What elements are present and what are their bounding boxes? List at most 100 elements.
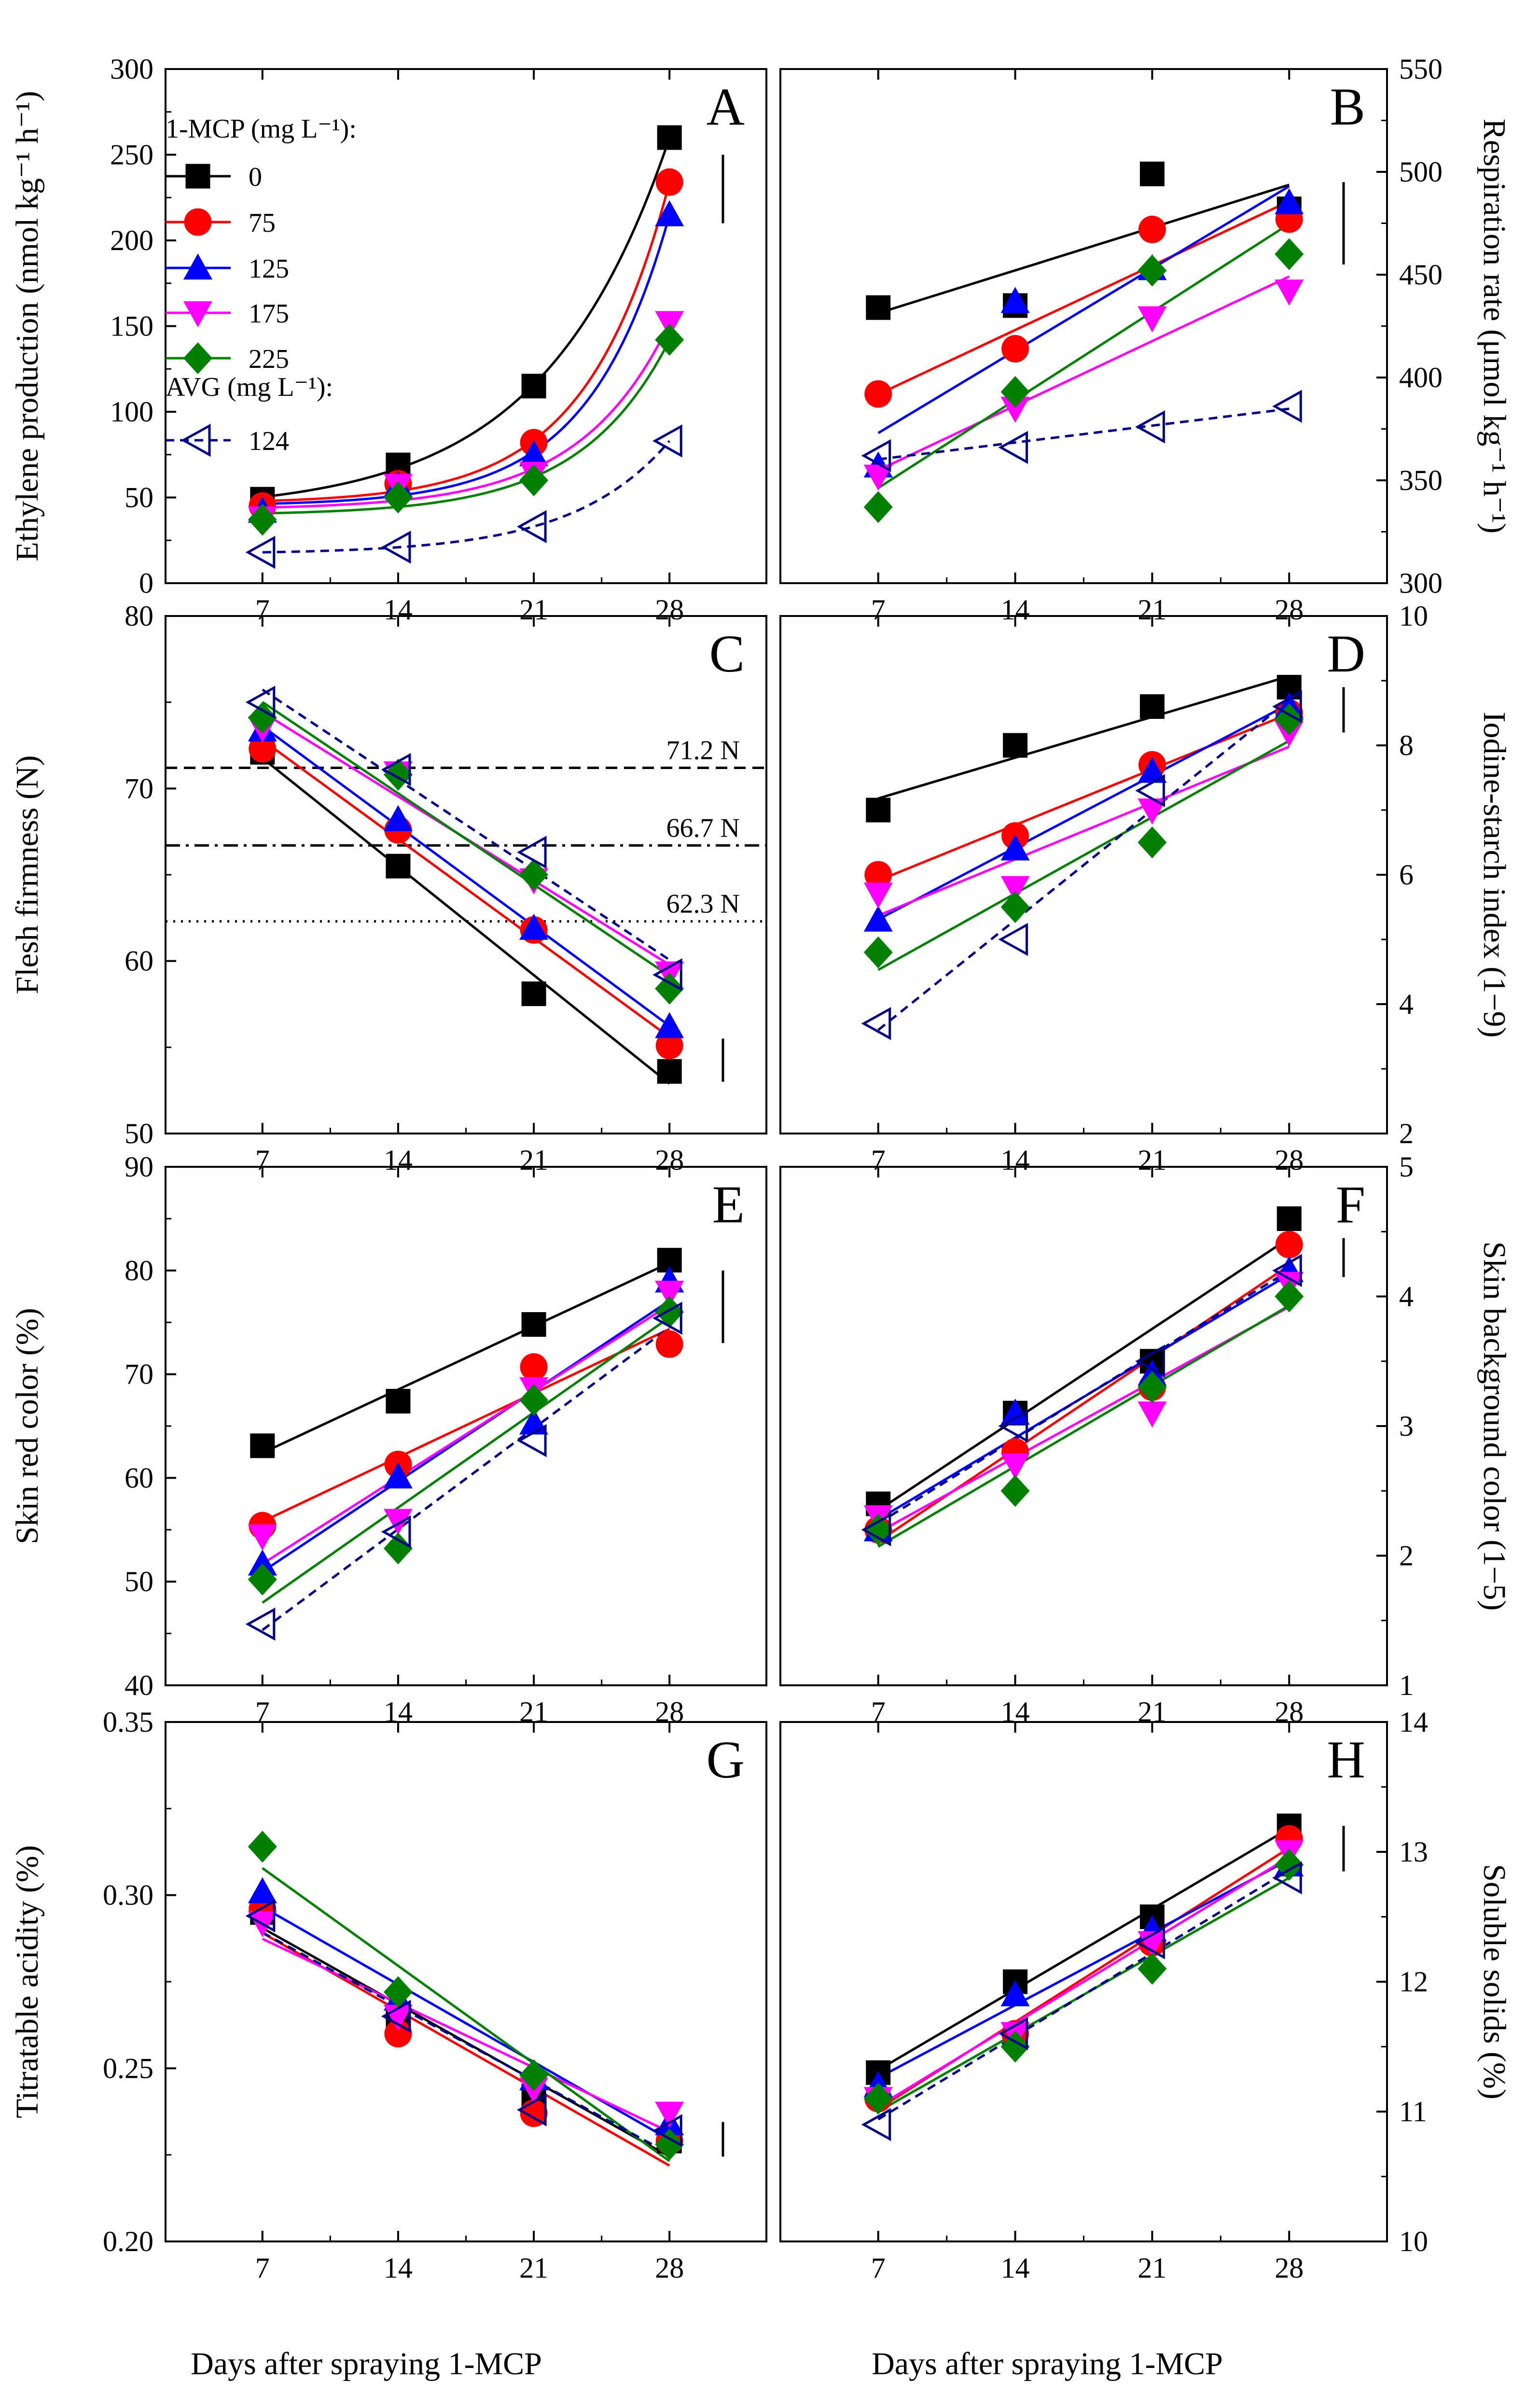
fit-line-mcp175: [262, 322, 671, 509]
y-tick-label: 8: [1399, 729, 1414, 761]
fit-line-mcp0: [877, 183, 1290, 315]
data-point-mcp75: [1275, 1231, 1303, 1259]
fit-line-mcp175: [262, 1303, 670, 1565]
fit-line-mcp225: [262, 1867, 670, 2162]
x-tick-label: 7: [871, 2252, 886, 2284]
fit-line-mcp175: [877, 1856, 1290, 2108]
data-point-avg124: [861, 439, 891, 473]
data-point-mcp175: [655, 1280, 684, 1307]
legend-label-mcp175: 175: [249, 299, 289, 329]
data-point-mcp225: [1138, 254, 1167, 287]
data-point-mcp125: [248, 1549, 277, 1576]
panel-letter: A: [707, 77, 745, 136]
y-axis-label: Soluble solids (%): [1477, 1864, 1512, 2100]
legend: 1-MCP (mg L⁻¹): AVG (mg L⁻¹): 0 75 125 175 2…: [166, 114, 357, 457]
data-point-mcp225: [1000, 1475, 1030, 1507]
fit-line-mcp125: [877, 1273, 1290, 1521]
data-point-mcp225: [655, 972, 684, 1005]
y-tick-label: 0.30: [103, 1879, 153, 1911]
y-axis-label: Iodine-starch index (1−9): [1477, 712, 1512, 1038]
y-tick-label: 300: [110, 53, 153, 85]
fit-line-mcp225: [877, 1304, 1290, 1548]
y-tick-label: 50: [125, 1566, 153, 1597]
data-point-mcp225: [519, 2059, 549, 2091]
data-point-mcp225: [1138, 826, 1167, 858]
data-point-mcp225: [519, 464, 549, 496]
data-point-mcp225: [248, 701, 277, 734]
legend-marker-mcp225: [183, 342, 212, 374]
data-point-mcp75: [655, 168, 683, 196]
panel-letter: E: [712, 1175, 745, 1234]
data-point-mcp225: [655, 2128, 684, 2161]
data-point-mcp175: [1000, 876, 1030, 902]
data-point-mcp75: [864, 861, 892, 889]
x-tick-label: 28: [1275, 2252, 1304, 2284]
data-point-mcp0: [1139, 694, 1165, 719]
x-tick-label: 7: [255, 2252, 270, 2284]
reference-line-label: 62.3 N: [666, 889, 740, 919]
y-tick-label: 60: [125, 1462, 153, 1494]
fit-line-mcp125: [262, 725, 670, 1027]
y-tick-label: 4: [1399, 988, 1414, 1020]
fit-line-mcp0: [262, 137, 671, 498]
x-tick-label: 14: [384, 2252, 413, 2284]
y-axis-label: Respiration rate (μmol kg⁻¹ h⁻¹): [1477, 119, 1512, 533]
data-point-avg124: [245, 535, 276, 569]
data-point-avg124: [1135, 774, 1165, 808]
data-point-mcp0: [521, 1312, 546, 1337]
y-tick-label: 350: [1399, 464, 1443, 496]
panel-H: 7 14 21 28 10 11 12 13 14 Soluble solids (%) H: [779, 1706, 1512, 2284]
data-point-mcp175: [1138, 1401, 1167, 1428]
data-point-mcp225: [383, 1532, 413, 1565]
fit-line-mcp0: [877, 1827, 1290, 2072]
data-point-mcp125: [1275, 188, 1304, 214]
data-point-mcp0: [1139, 161, 1165, 186]
data-point-avg124: [1272, 1861, 1302, 1895]
data-point-mcp75: [655, 1330, 683, 1358]
legend-label-mcp125: 125: [249, 254, 289, 284]
y-tick-label: 4: [1399, 1281, 1414, 1313]
data-point-avg124: [861, 1513, 891, 1547]
data-point-mcp125: [383, 805, 413, 831]
y-tick-label: 100: [110, 396, 153, 428]
reference-line-label: 71.2 N: [666, 735, 740, 765]
data-point-mcp75: [249, 735, 277, 763]
data-point-avg124: [1135, 1344, 1165, 1378]
panel-letter: D: [1327, 624, 1365, 683]
data-point-avg124: [1135, 1926, 1165, 1960]
data-point-avg124: [245, 686, 276, 719]
panel-G: 7 14 21 28 0.20 0.25 0.30 0.35 Titratable acidit…: [10, 1706, 767, 2284]
fit-line-mcp125: [262, 1300, 670, 1573]
x-tick-label: 21: [519, 2252, 548, 2284]
data-point-avg124: [516, 510, 547, 544]
reference-line-label: 66.7 N: [666, 813, 740, 843]
x-axis-label-right: Days after spraying 1-MCP: [872, 2346, 1223, 2381]
panel-letter: C: [709, 624, 745, 683]
data-point-mcp125: [655, 200, 684, 226]
y-tick-label: 5: [1399, 1151, 1414, 1183]
data-point-avg124: [381, 531, 411, 564]
data-point-mcp0: [1276, 1206, 1302, 1231]
y-tick-label: 11: [1399, 2096, 1427, 2128]
data-point-mcp0: [250, 1433, 275, 1458]
fit-line-mcp0: [262, 757, 670, 1085]
y-tick-label: 50: [125, 482, 153, 514]
y-tick-label: 80: [125, 1255, 153, 1287]
data-point-mcp175: [1138, 306, 1167, 333]
y-tick-label: 40: [125, 1669, 153, 1701]
data-point-mcp0: [866, 798, 891, 823]
fit-line-mcp0: [877, 675, 1290, 800]
data-point-mcp225: [248, 1831, 277, 1863]
data-point-mcp175: [655, 2101, 684, 2128]
plot-frame: [165, 1721, 767, 2242]
fit-line-mcp225: [877, 740, 1290, 971]
data-point-mcp225: [655, 323, 684, 356]
data-point-avg124: [516, 836, 547, 869]
legend-marker-avg124: [180, 423, 211, 457]
fit-line-mcp125: [262, 1905, 670, 2141]
data-point-avg124: [861, 2108, 891, 2142]
data-point-avg124: [1135, 410, 1165, 444]
